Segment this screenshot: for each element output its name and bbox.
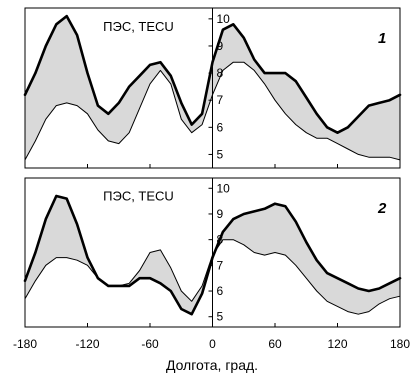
y-tick-label: 8 xyxy=(217,233,224,247)
y-tick-label: 10 xyxy=(217,181,231,195)
y-tick-label: 7 xyxy=(217,258,224,272)
y-tick-label: 9 xyxy=(217,207,224,221)
x-tick-label: 120 xyxy=(327,337,347,351)
x-tick-label: -60 xyxy=(141,337,159,351)
x-tick-label: 60 xyxy=(268,337,282,351)
x-axis-label: Долгота, град. xyxy=(166,357,258,373)
chart-panel-1: 5 6 7 8 9 10 ПЭС, TECU 1 xyxy=(23,7,402,169)
y-axis-label: ПЭС, TECU xyxy=(103,19,174,34)
panel-number-label: 2 xyxy=(377,200,387,217)
y-tick-label: 9 xyxy=(217,39,224,53)
x-axis: Долгота, град. -180 -120 -60 0 60 120 180 xyxy=(13,337,410,373)
y-tick-label: 6 xyxy=(217,284,224,298)
y-tick-label: 6 xyxy=(217,120,224,134)
chart-panel-2: 5 6 7 8 9 10 ПЭС, TECU 2 xyxy=(23,177,402,328)
panel-number-label: 1 xyxy=(378,30,386,47)
y-tick-label: 8 xyxy=(217,66,224,80)
y-tick-label: 5 xyxy=(217,147,224,161)
x-tick-label: -180 xyxy=(13,337,37,351)
x-tick-label: -120 xyxy=(75,337,99,351)
y-tick-label: 5 xyxy=(217,310,224,324)
y-tick-label: 10 xyxy=(217,12,231,26)
y-axis-label: ПЭС, TECU xyxy=(103,188,174,203)
y-tick-label: 7 xyxy=(217,93,224,107)
x-tick-label: 0 xyxy=(209,337,216,351)
x-tick-label: 180 xyxy=(390,337,410,351)
